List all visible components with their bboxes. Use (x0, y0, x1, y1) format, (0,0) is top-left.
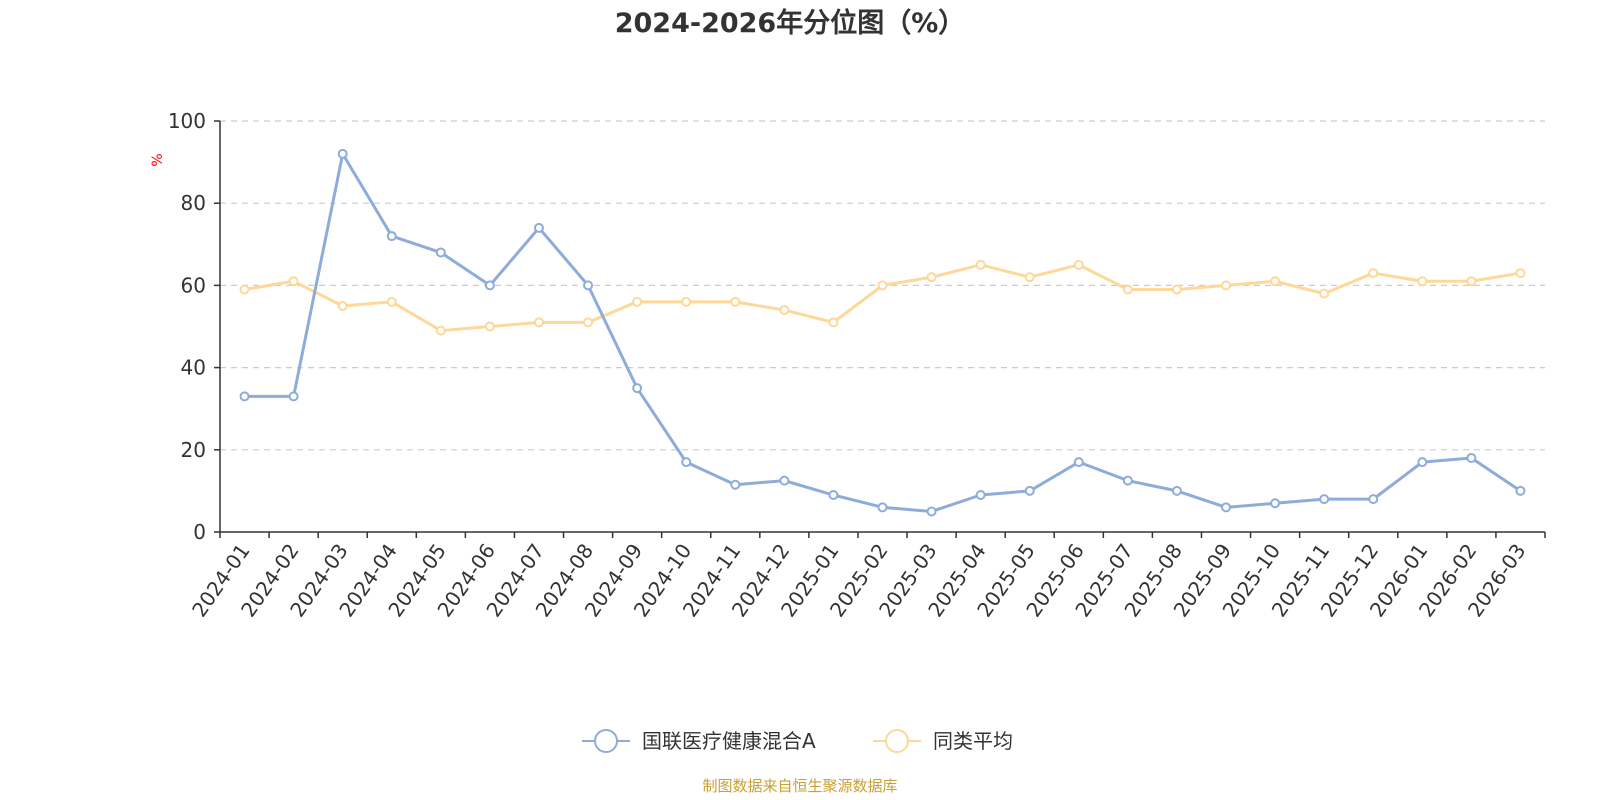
data-point[interactable] (1221, 280, 1232, 291)
data-point[interactable] (239, 391, 250, 402)
data-point[interactable] (533, 317, 544, 328)
data-point[interactable] (1515, 485, 1526, 496)
data-point[interactable] (926, 272, 937, 283)
data-point[interactable] (877, 280, 888, 291)
y-axis-unit-label: % (150, 153, 166, 166)
data-point[interactable] (1270, 498, 1281, 509)
data-point[interactable] (681, 457, 692, 468)
y-tick-label: 80 (181, 191, 206, 215)
data-point[interactable] (1024, 272, 1035, 283)
series-line (244, 263, 1521, 333)
chart-title: 2024-2026年分位图（%） (615, 7, 966, 39)
data-point[interactable] (337, 148, 348, 159)
data-point[interactable] (386, 231, 397, 242)
data-point[interactable] (1073, 457, 1084, 468)
data-point[interactable] (435, 247, 446, 258)
data-point[interactable] (1466, 276, 1477, 287)
data-point[interactable] (1368, 494, 1379, 505)
data-point[interactable] (435, 325, 446, 336)
data-point[interactable] (1319, 494, 1330, 505)
series-line (244, 152, 1522, 513)
data-point[interactable] (1024, 485, 1035, 496)
data-point[interactable] (828, 317, 839, 328)
y-tick-label: 0 (193, 520, 206, 544)
series-lines (239, 148, 1526, 517)
y-tick-label: 100 (168, 109, 206, 133)
y-tick-label: 60 (181, 273, 206, 297)
legend-item[interactable]: 同类平均 (873, 729, 1013, 753)
data-point[interactable] (632, 296, 643, 307)
data-point[interactable] (1319, 288, 1330, 299)
legend-circle-icon (885, 729, 909, 753)
data-point[interactable] (1171, 284, 1182, 295)
legend-item[interactable]: 国联医疗健康混合A (582, 729, 816, 753)
legend-circle-icon (594, 729, 618, 753)
data-point[interactable] (975, 490, 986, 501)
data-point[interactable] (484, 321, 495, 332)
data-point[interactable] (1171, 485, 1182, 496)
data-point[interactable] (730, 296, 741, 307)
legend-label: 同类平均 (933, 729, 1013, 753)
data-point[interactable] (583, 280, 594, 291)
legend-label: 国联医疗健康混合A (642, 729, 816, 753)
data-point[interactable] (533, 222, 544, 233)
data-point[interactable] (1270, 276, 1281, 287)
data-point[interactable] (828, 490, 839, 501)
data-point[interactable] (1515, 268, 1526, 279)
data-point[interactable] (239, 284, 250, 295)
data-source-note: 制图数据来自恒生聚源数据库 (702, 777, 897, 795)
data-point[interactable] (288, 276, 299, 287)
data-point[interactable] (386, 296, 397, 307)
data-point[interactable] (583, 317, 594, 328)
data-point[interactable] (1466, 453, 1477, 464)
data-point[interactable] (926, 506, 937, 517)
legend[interactable]: 国联医疗健康混合A 同类平均 (582, 729, 1013, 753)
data-point[interactable] (1417, 457, 1428, 468)
data-point[interactable] (730, 479, 741, 490)
data-point[interactable] (1221, 502, 1232, 513)
data-point[interactable] (877, 502, 888, 513)
data-point[interactable] (975, 259, 986, 270)
axes: 0204060801002024-012024-022024-032024-04… (168, 109, 1546, 621)
data-point[interactable] (288, 391, 299, 402)
data-point[interactable] (681, 296, 692, 307)
data-point[interactable] (1368, 268, 1379, 279)
data-point[interactable] (1073, 259, 1084, 270)
data-point[interactable] (1122, 475, 1133, 486)
data-point[interactable] (632, 383, 643, 394)
data-point[interactable] (779, 475, 790, 486)
data-point[interactable] (1122, 284, 1133, 295)
y-tick-label: 40 (181, 356, 206, 380)
y-tick-label: 20 (181, 438, 206, 462)
data-point[interactable] (484, 280, 495, 291)
data-point[interactable] (337, 300, 348, 311)
data-point[interactable] (1417, 276, 1428, 287)
data-point[interactable] (779, 305, 790, 316)
